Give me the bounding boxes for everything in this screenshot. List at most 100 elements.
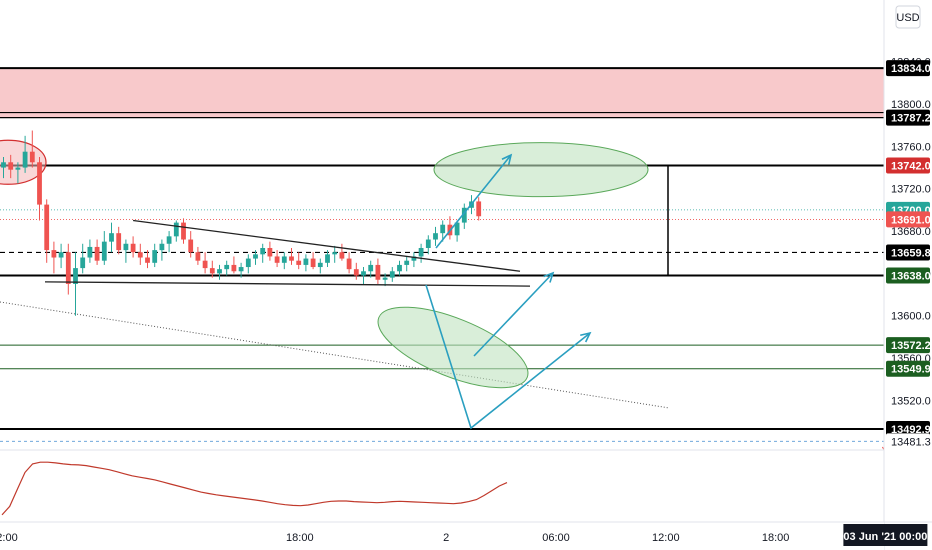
target-ellipse-lower bbox=[377, 306, 529, 389]
candle-body-31 bbox=[224, 264, 230, 270]
candle-body-24 bbox=[173, 222, 179, 237]
candle-body-1 bbox=[8, 162, 14, 170]
candle-body-55 bbox=[397, 264, 402, 272]
candle-body-43 bbox=[310, 258, 316, 268]
price-tag-label-10: 13481.3 bbox=[891, 436, 931, 448]
candle-body-14 bbox=[101, 241, 107, 261]
candle-body-46 bbox=[332, 252, 338, 255]
price-tag-4 bbox=[886, 211, 930, 228]
price-tag-7 bbox=[886, 337, 930, 354]
arrow-drop-and-rally bbox=[425, 284, 591, 430]
time-tick-5: 18:00 bbox=[762, 532, 790, 544]
candle-body-52 bbox=[375, 264, 381, 280]
price-tag-label-2: 13742.0 bbox=[891, 160, 931, 172]
candle-body-54 bbox=[389, 271, 395, 278]
indicator-line bbox=[1, 461, 508, 516]
candle-body-63 bbox=[454, 222, 460, 236]
price-tag-6 bbox=[886, 267, 930, 284]
candle-body-23 bbox=[166, 236, 172, 244]
price-tag-label-0: 13834.0 bbox=[891, 63, 931, 75]
candle-body-10 bbox=[73, 268, 78, 284]
triangle-upper-line bbox=[133, 219, 521, 272]
overlays-layer bbox=[44, 0, 889, 520]
candle-body-27 bbox=[195, 252, 201, 261]
candle-body-48 bbox=[346, 258, 352, 270]
candle-body-50 bbox=[361, 271, 366, 276]
candle-body-12 bbox=[87, 246, 93, 258]
candle-body-53 bbox=[382, 277, 388, 280]
candle-body-0 bbox=[1, 162, 6, 168]
candle-body-61 bbox=[440, 224, 446, 234]
candle-body-38 bbox=[274, 256, 280, 263]
candle-body-11 bbox=[80, 257, 86, 269]
price-tag-label-6: 13638.0 bbox=[891, 271, 931, 283]
target-ellipse-upper bbox=[433, 142, 649, 198]
candle-body-3 bbox=[22, 151, 28, 168]
indicator-pane: 10.020.0 bbox=[0, 449, 912, 517]
candle-body-32 bbox=[231, 264, 237, 272]
drawings-layer bbox=[0, 67, 884, 442]
candle-body-49 bbox=[353, 269, 359, 276]
candle-body-44 bbox=[317, 262, 323, 268]
candle-body-20 bbox=[145, 257, 150, 263]
price-tick-4: 13680.0 bbox=[891, 226, 931, 238]
candle-body-5 bbox=[37, 162, 42, 205]
resistance-zone bbox=[0, 68, 884, 118]
price-tag-label-7: 13572.2 bbox=[891, 340, 931, 352]
candle-body-19 bbox=[137, 252, 143, 258]
price-tick-2: 13600.0 bbox=[891, 311, 931, 323]
candle-body-40 bbox=[289, 256, 294, 261]
candle-body-9 bbox=[65, 252, 71, 284]
candle-body-15 bbox=[109, 233, 114, 242]
price-tick-7: 13800.0 bbox=[891, 99, 931, 111]
price-tag-label-5: 13659.8 bbox=[891, 247, 931, 259]
arrow-up-target bbox=[435, 154, 512, 249]
arrow-bounce-head bbox=[543, 271, 555, 283]
candle-body-47 bbox=[339, 252, 345, 259]
price-tag-1 bbox=[886, 109, 930, 126]
candles-layer bbox=[1, 130, 482, 316]
candle-body-34 bbox=[245, 258, 251, 268]
candle-body-25 bbox=[181, 222, 186, 240]
time-axis-bg bbox=[0, 522, 884, 550]
candle-body-16 bbox=[116, 233, 122, 251]
dotted-trendline bbox=[0, 301, 669, 409]
price-tag-2 bbox=[886, 157, 930, 174]
time-tick-1: 18:00 bbox=[286, 532, 314, 544]
candle-body-18 bbox=[130, 243, 136, 253]
price-tick-0: 13520.0 bbox=[891, 395, 931, 407]
candle-body-2 bbox=[15, 167, 21, 170]
arrow-bounce bbox=[473, 272, 554, 357]
price-tag-9 bbox=[886, 421, 930, 438]
candle-body-39 bbox=[281, 256, 287, 263]
price-tag-5 bbox=[886, 244, 930, 261]
candle-body-35 bbox=[253, 254, 258, 259]
triangle-lower-line bbox=[44, 281, 531, 287]
price-axis[interactable]: 13520.013560.013600.013640.013680.013720… bbox=[883, 0, 932, 550]
candle-body-37 bbox=[267, 247, 273, 257]
candle-body-56 bbox=[404, 260, 410, 265]
candle-body-30 bbox=[217, 269, 222, 274]
price-tag-label-9: 13492.9 bbox=[891, 424, 931, 436]
candle-body-66 bbox=[476, 201, 482, 217]
price-tag-label-4: 13691.0 bbox=[891, 214, 931, 226]
candle-body-22 bbox=[159, 243, 165, 251]
time-tick-4: 12:00 bbox=[652, 532, 680, 544]
price-tag-label-8: 13549.9 bbox=[891, 364, 931, 376]
currency-label: USD bbox=[896, 12, 919, 24]
time-tick-0: 2:00 bbox=[0, 532, 18, 544]
candle-body-6 bbox=[44, 204, 50, 251]
candle-body-57 bbox=[411, 256, 417, 261]
candle-body-7 bbox=[51, 250, 57, 258]
cursor-time-label: 03 Jun '21 00:00 bbox=[843, 531, 927, 543]
candle-body-13 bbox=[94, 246, 100, 261]
candle-body-58 bbox=[418, 247, 424, 257]
currency-button[interactable]: USD bbox=[895, 5, 921, 29]
candle-body-51 bbox=[368, 264, 374, 272]
candle-body-4 bbox=[29, 151, 35, 163]
candle-body-45 bbox=[325, 254, 330, 263]
arrow-drop-and-rally-head bbox=[580, 331, 592, 343]
candle-body-8 bbox=[58, 252, 64, 258]
